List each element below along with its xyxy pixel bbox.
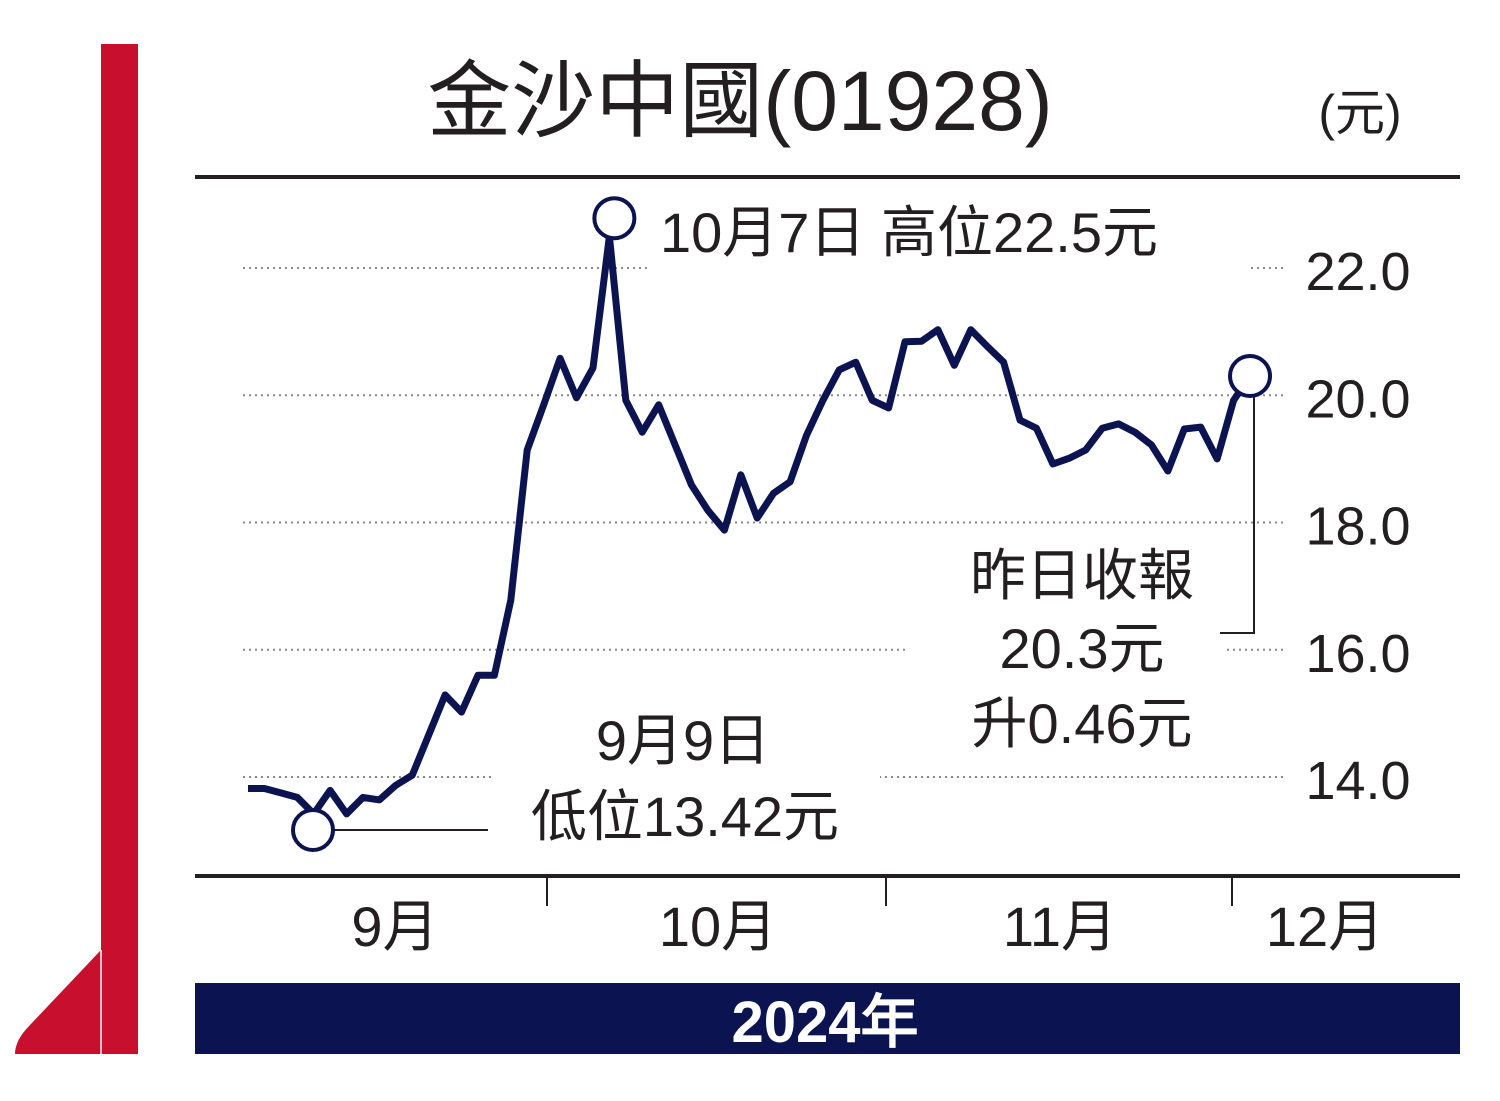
x-tick-label: 12月 [1266, 895, 1384, 958]
price-line [248, 232, 1253, 818]
close-annotation-value: 20.3元 [1000, 617, 1165, 680]
chart-title: 金沙中國(01928) [427, 54, 1053, 148]
close-annotation-label: 昨日收報 [970, 544, 1194, 607]
x-axis-label: 2024年 [731, 990, 918, 1055]
y-tick-label: 20.0 [1305, 369, 1410, 429]
x-tick-label: 10月 [659, 895, 777, 958]
x-tick-label: 9月 [351, 895, 438, 958]
low-annotation-date: 9月9日 [596, 709, 770, 772]
y-tick-label: 22.0 [1305, 242, 1410, 302]
close-annotation-change: 升0.46元 [972, 692, 1193, 755]
x-tick-label: 11月 [1003, 895, 1117, 958]
y-tick-label: 18.0 [1305, 497, 1410, 557]
unit-label: (元) [1318, 85, 1401, 141]
close-marker [1228, 354, 1272, 398]
accent-bar [101, 44, 138, 1054]
y-tick-label: 14.0 [1305, 751, 1410, 811]
year-banner [195, 983, 1460, 1054]
high-annotation: 10月7日 高位22.5元 [660, 201, 1158, 264]
low-annotation-value: 低位13.42元 [531, 785, 839, 848]
low-marker [291, 808, 335, 852]
accent-fold [15, 950, 101, 1054]
y-tick-label: 16.0 [1305, 624, 1410, 684]
high-marker [592, 196, 637, 241]
